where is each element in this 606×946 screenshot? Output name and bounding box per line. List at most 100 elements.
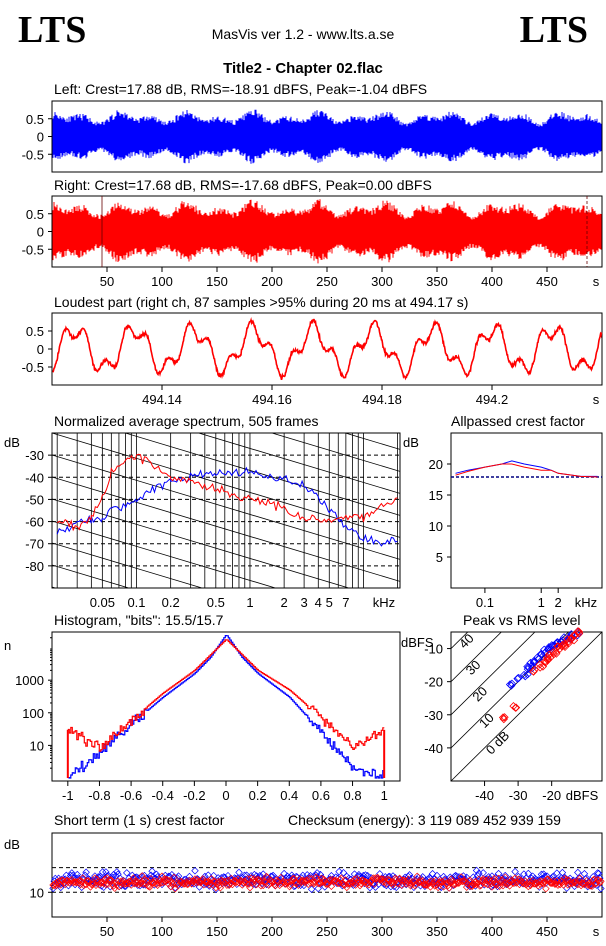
left_wave-waveform bbox=[52, 109, 602, 164]
histogram-ylabel: n bbox=[4, 638, 11, 653]
short-crest-point-1 bbox=[543, 875, 551, 884]
short-crest-point-1 bbox=[138, 872, 146, 880]
spectrum-slope-line bbox=[52, 653, 400, 757]
short-crest-point-1 bbox=[467, 882, 475, 890]
short-crest-point-1 bbox=[257, 882, 265, 890]
short_crest-xtick-label-2: 150 bbox=[206, 924, 228, 939]
peak-rms-crest-line-10 bbox=[451, 632, 570, 749]
short-crest-point-0 bbox=[593, 869, 602, 877]
peak-rms-point-1 bbox=[560, 642, 570, 651]
peak-rms-point-1 bbox=[498, 713, 508, 722]
short-crest-point-0 bbox=[82, 868, 90, 876]
spectrum-slope-line bbox=[52, 301, 400, 405]
right_wave-xunit: s bbox=[593, 274, 600, 289]
peak-rms-ytick-1-label: -20 bbox=[424, 675, 443, 690]
left-wave-title: Left: Crest=17.88 dB, RMS=-18.91 dBFS, P… bbox=[54, 81, 428, 97]
loudest-xunit: s bbox=[593, 392, 600, 407]
app-version: MasVis ver 1.2 - www.lts.a.se bbox=[211, 26, 395, 42]
loudest-ytick-2-label: -0.5 bbox=[22, 360, 44, 375]
spectrum-xtick-label-1: 0.1 bbox=[127, 595, 145, 610]
peak-rms-crest-label-2: 20 bbox=[469, 684, 490, 705]
spectrum-xunit: kHz bbox=[373, 595, 395, 610]
allpass-xunit: kHz bbox=[575, 595, 597, 610]
right_wave-xtick-label-1: 100 bbox=[151, 274, 173, 289]
short-crest-point-1 bbox=[216, 883, 225, 892]
short-crest-point-0 bbox=[501, 871, 509, 880]
peak-rms-point-0 bbox=[521, 672, 530, 681]
short-crest-point-1 bbox=[79, 874, 87, 882]
loudest-frame bbox=[51, 312, 603, 386]
spectrum-xtick-label-3: 0.5 bbox=[207, 595, 225, 610]
short-crest-point-0 bbox=[363, 871, 372, 880]
short-crest-point-1 bbox=[334, 879, 342, 887]
file-title: Title2 - Chapter 02.flac bbox=[223, 60, 383, 77]
short-crest-point-0 bbox=[574, 868, 582, 877]
peak-rms-xtick-label-0: -40 bbox=[475, 788, 494, 803]
short-crest-point-1 bbox=[96, 878, 105, 887]
right_wave-xtick-label-4: 250 bbox=[316, 274, 338, 289]
short-crest-point-0 bbox=[235, 868, 243, 877]
short-crest-point-0 bbox=[376, 870, 384, 878]
spectrum-ytick-5-label: -80 bbox=[25, 559, 44, 574]
short-crest-point-1 bbox=[576, 874, 584, 883]
spectrum-ytick-2-label: -50 bbox=[25, 492, 44, 507]
short-crest-point-0 bbox=[191, 866, 199, 875]
short-crest-point-1 bbox=[538, 879, 547, 887]
allpass-ytick-3-label: 5 bbox=[436, 550, 443, 565]
short-crest-point-1 bbox=[119, 877, 128, 885]
short-crest-point-0 bbox=[201, 872, 209, 881]
short-crest-point-1 bbox=[207, 875, 216, 883]
short-crest-point-0 bbox=[314, 884, 322, 893]
short-crest-point-0 bbox=[524, 869, 533, 878]
short-crest-point-0 bbox=[514, 872, 523, 881]
short-crest-point-1 bbox=[370, 880, 379, 888]
lts-logo-left: LTS bbox=[18, 9, 87, 51]
short-crest-point-1 bbox=[277, 873, 285, 882]
peak-rms-point-0 bbox=[544, 643, 553, 652]
short-crest-point-0 bbox=[582, 874, 591, 882]
loudest-part-title: Loudest part (right ch, 87 samples >95% … bbox=[54, 294, 469, 310]
right_wave-xtick-label-5: 300 bbox=[371, 274, 393, 289]
short-crest-point-0 bbox=[204, 871, 212, 879]
short-crest-point-1 bbox=[500, 879, 508, 887]
loudest-xtick-label-0: 494.14 bbox=[142, 392, 182, 407]
histogram-xtick-label-0: -1 bbox=[62, 788, 74, 803]
histogram-xtick-label-6: 0.2 bbox=[249, 788, 267, 803]
right_wave-xtick-label-6: 350 bbox=[426, 274, 448, 289]
short-crest-point-0 bbox=[168, 870, 176, 879]
peak-rms-title: Peak vs RMS level bbox=[463, 612, 581, 628]
peak-rms-point-0 bbox=[507, 679, 517, 688]
right_wave-xtick-label-3: 200 bbox=[261, 274, 283, 289]
peak-rms-point-0 bbox=[513, 674, 522, 683]
short-crest-point-1 bbox=[154, 879, 163, 887]
spectrum-slope-line bbox=[52, 564, 131, 588]
peak-rms-point-1 bbox=[552, 649, 561, 658]
histogram-ytick-2-label: 10 bbox=[30, 738, 44, 753]
short-crest-point-1 bbox=[245, 880, 253, 888]
short-crest-point-1 bbox=[360, 878, 369, 886]
short-crest-point-0 bbox=[343, 872, 351, 881]
short_crest-xtick-label-6: 350 bbox=[426, 924, 448, 939]
short-crest-point-1 bbox=[412, 880, 420, 889]
spectrum-series-0 bbox=[56, 466, 398, 547]
right_wave-waveform bbox=[52, 199, 602, 264]
short-crest-point-0 bbox=[148, 867, 156, 875]
left_wave-ytick-1-label: 0 bbox=[37, 130, 44, 145]
short-crest-point-0 bbox=[62, 871, 71, 880]
right_wave-ytick-0-label: 0.5 bbox=[26, 207, 44, 222]
short-crest-point-1 bbox=[345, 879, 353, 888]
histogram-ytick-1-label: 100 bbox=[22, 706, 44, 721]
spectrum-series-1 bbox=[56, 453, 398, 532]
right_wave-xtick-label-7: 400 bbox=[481, 274, 503, 289]
peak-rms-point-1 bbox=[546, 653, 555, 662]
peak-rms-ylabel: dBFS bbox=[401, 635, 434, 650]
short-crest-point-1 bbox=[523, 879, 531, 888]
short-crest-point-1 bbox=[586, 881, 594, 890]
peak-rms-point-0 bbox=[537, 650, 546, 659]
short-crest-point-1 bbox=[349, 879, 358, 887]
short-crest-point-1 bbox=[384, 876, 393, 885]
short-crest-point-1 bbox=[593, 875, 602, 884]
short-crest-point-0 bbox=[597, 884, 605, 893]
short-crest-point-1 bbox=[289, 875, 297, 883]
